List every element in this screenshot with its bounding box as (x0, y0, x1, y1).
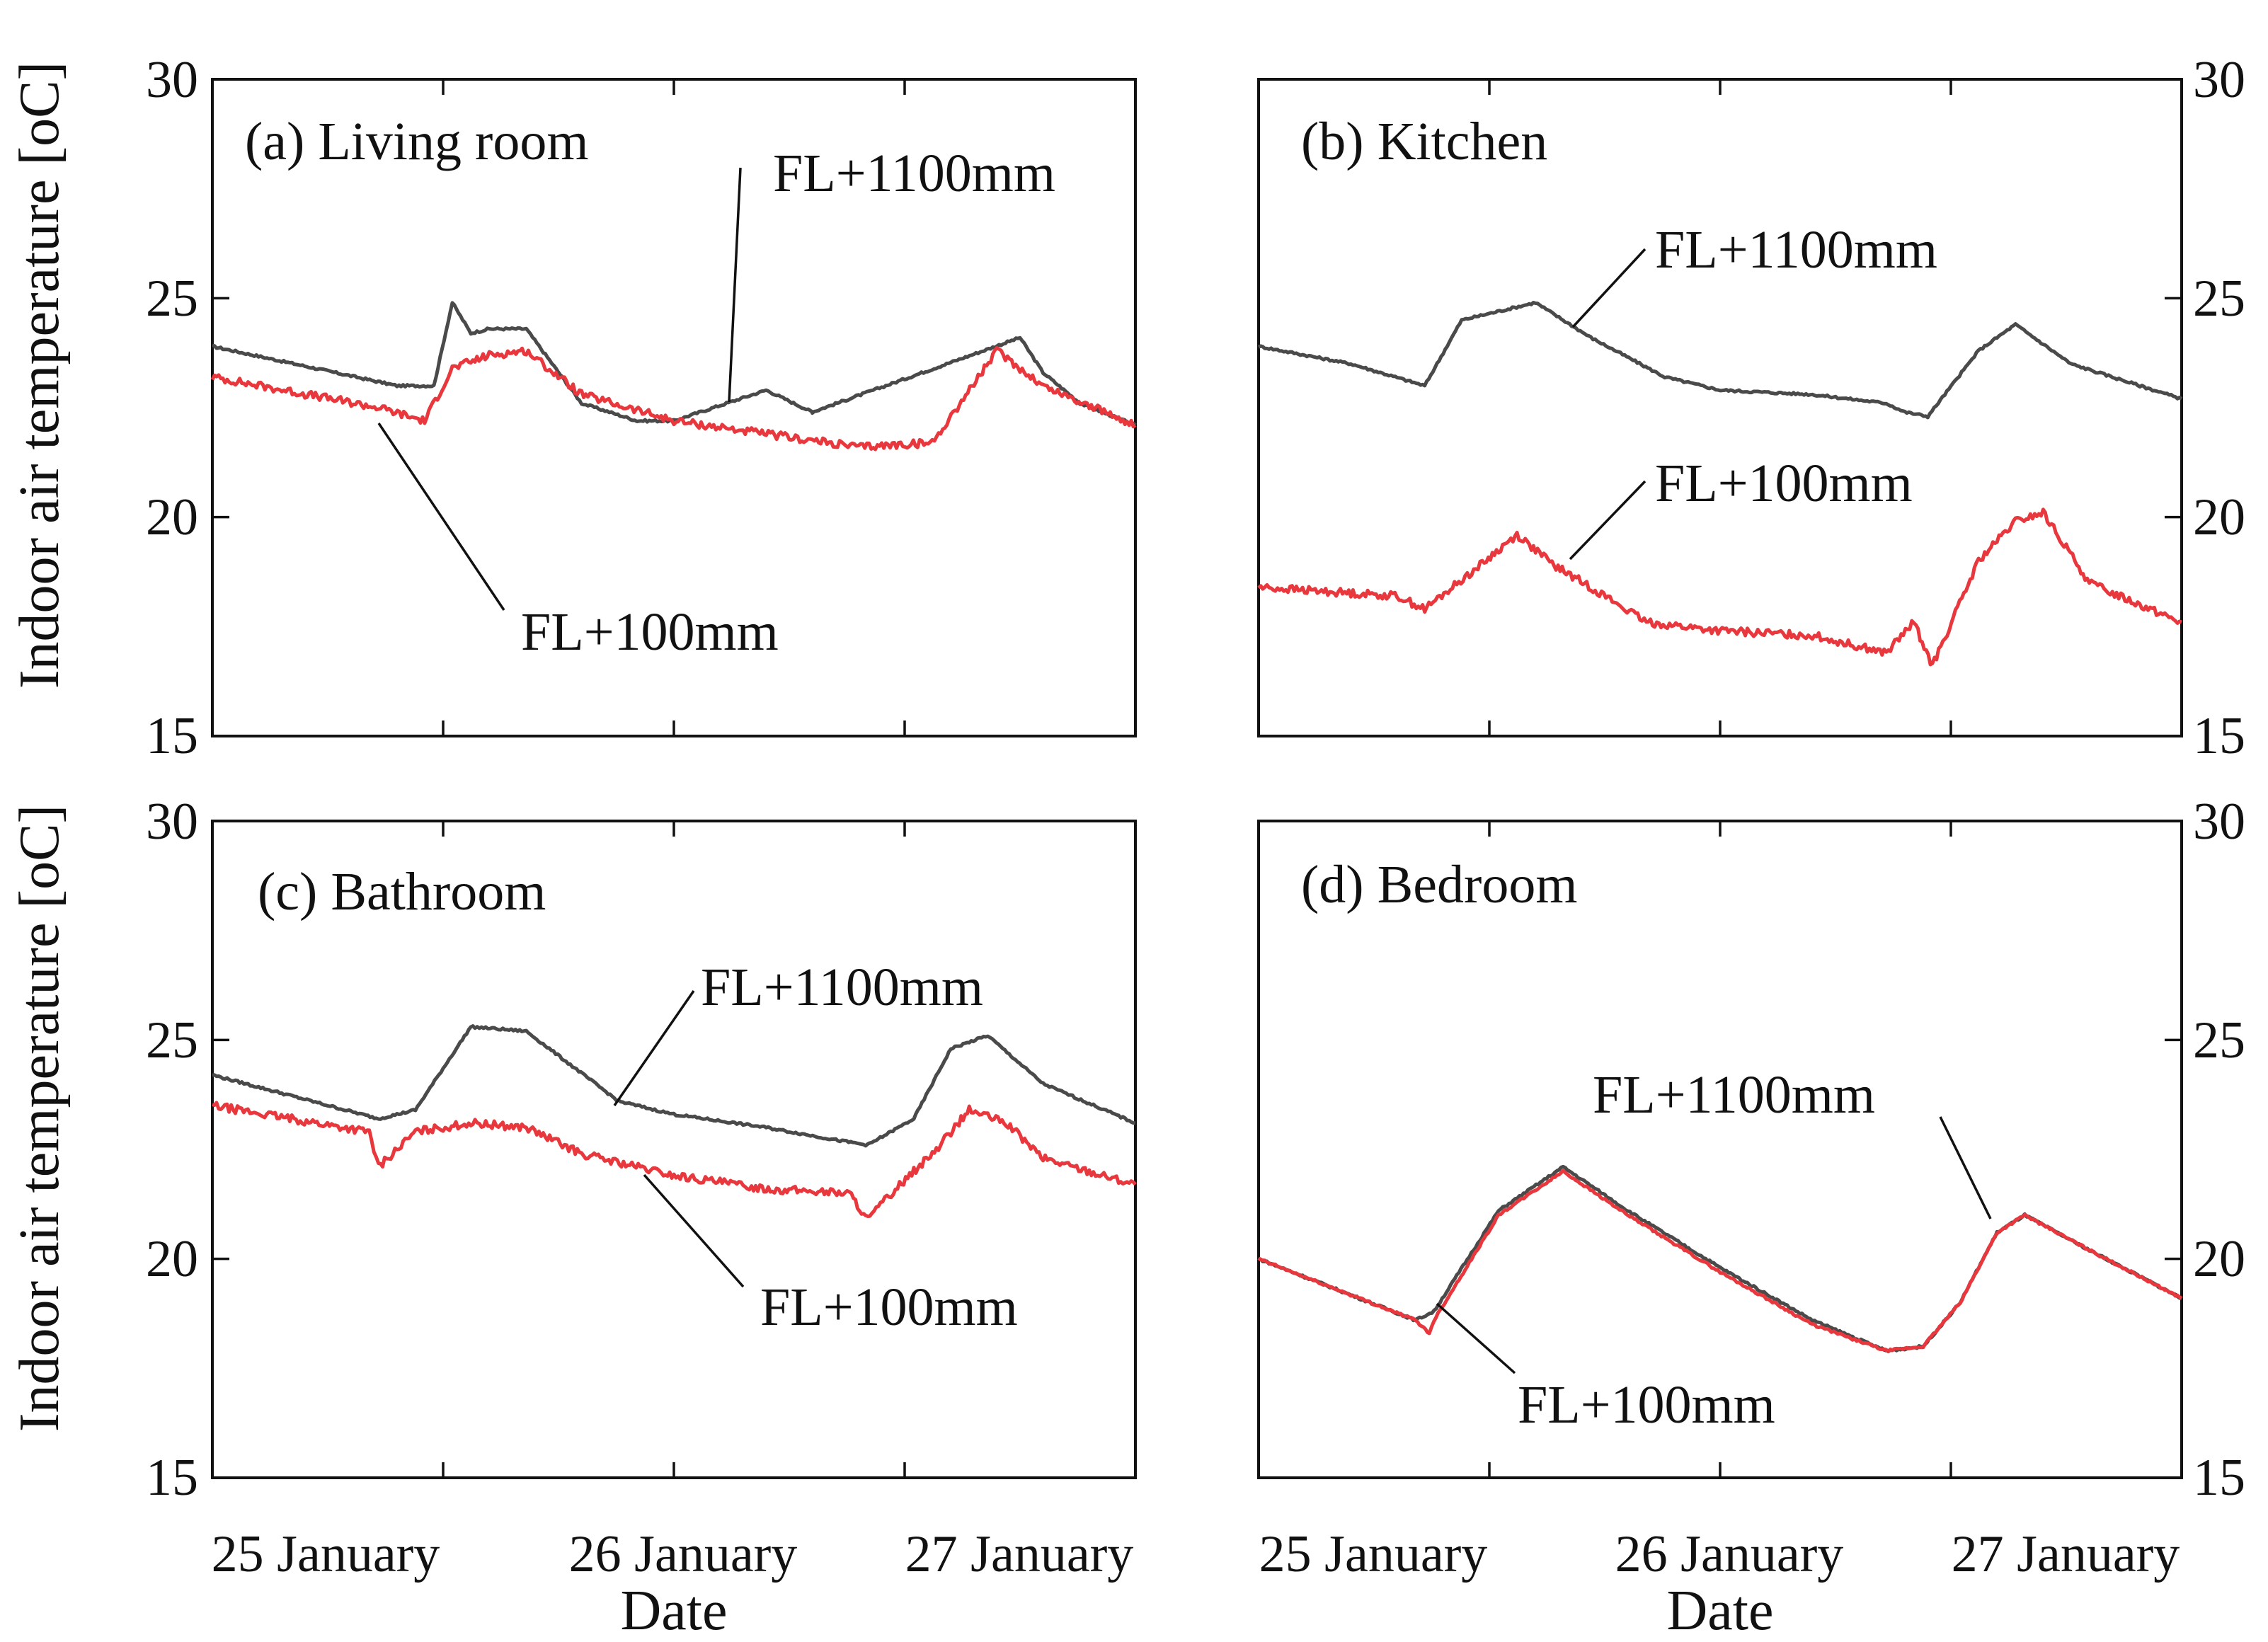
annot-a-low: FL+100mm (521, 602, 779, 662)
series-line-d-fl1100 (1258, 1164, 2182, 1353)
xtick-c-0: 25 January (212, 1525, 440, 1583)
panel-c-series (212, 1024, 1137, 1218)
ylabel-upper: Indoor air temperature [oC] (8, 62, 71, 689)
ytick-c-30: 30 (146, 793, 198, 851)
xtick-c-2: 27 January (905, 1525, 1134, 1583)
ytick-d-20: 20 (2193, 1230, 2245, 1288)
xtick-d-2: 27 January (1952, 1525, 2180, 1583)
panel-d-ticks (1488, 820, 2182, 1479)
leader-c-high (613, 990, 695, 1106)
leader-a-high (728, 167, 742, 403)
panel-c-ticks (212, 820, 906, 1479)
ytick-a-25: 25 (146, 270, 198, 328)
ytick-a-30: 30 (146, 51, 198, 109)
xlabel-right: Date (1666, 1580, 1773, 1642)
annot-c-low: FL+100mm (760, 1278, 1018, 1337)
ytick-a-15: 15 (146, 707, 198, 765)
xlabel-left: Date (620, 1580, 727, 1642)
annot-b-low: FL+100mm (1655, 454, 1913, 513)
panel-a-ticks (212, 78, 906, 737)
series-line-c-fl1100 (212, 1024, 1136, 1148)
panel-b-series (1257, 301, 2183, 667)
xtick-c-1: 26 January (569, 1525, 798, 1583)
ylabel-lower: Indoor air temperature [oC] (8, 805, 71, 1432)
series-line-d-fl100 (1257, 1169, 2183, 1354)
panel-b-title: (b) Kitchen (1301, 112, 1547, 171)
panel-d-series (1257, 1164, 2183, 1354)
leader-d-low (1436, 1302, 1516, 1374)
panel-a-series (210, 301, 1137, 452)
xtick-d-0: 25 January (1259, 1525, 1488, 1583)
ytick-b-15: 15 (2193, 707, 2245, 765)
series-line-b-fl1100 (1257, 301, 2183, 420)
series-line-a-fl1100 (212, 301, 1137, 427)
annot-d-low: FL+100mm (1518, 1375, 1775, 1435)
series-line-c-fl100 (212, 1101, 1137, 1218)
annot-c-high: FL+1100mm (701, 958, 983, 1017)
annot-d-high: FL+1100mm (1593, 1065, 1875, 1125)
annot-a-high: FL+1100mm (773, 144, 1055, 203)
leader-c-low (643, 1173, 745, 1288)
ytick-d-30: 30 (2193, 793, 2245, 851)
leader-b-high (1571, 248, 1646, 328)
series-line-b-fl100 (1257, 507, 2182, 667)
panel-b-ticks (1488, 78, 2182, 737)
panel-d-title: (d) Bedroom (1301, 855, 1577, 914)
panel-c-title: (c) Bathroom (258, 862, 546, 922)
ytick-c-15: 15 (146, 1449, 198, 1507)
ytick-b-20: 20 (2193, 488, 2245, 546)
ytick-a-20: 20 (146, 488, 198, 546)
annot-b-high: FL+1100mm (1655, 220, 1937, 280)
series-line-a-fl100 (210, 346, 1137, 452)
leader-d-high (1939, 1116, 1992, 1219)
ytick-d-25: 25 (2193, 1011, 2245, 1069)
ytick-c-25: 25 (146, 1011, 198, 1069)
panel-a-title: (a) Living room (245, 112, 588, 171)
ytick-c-20: 20 (146, 1230, 198, 1288)
panel-b-frame (1257, 78, 2183, 737)
xtick-d-1: 26 January (1615, 1525, 1844, 1583)
ytick-b-30: 30 (2193, 51, 2245, 109)
ytick-d-15: 15 (2193, 1449, 2245, 1507)
leader-a-low (377, 423, 505, 611)
ytick-b-25: 25 (2193, 270, 2245, 328)
leader-b-low (1569, 480, 1646, 561)
